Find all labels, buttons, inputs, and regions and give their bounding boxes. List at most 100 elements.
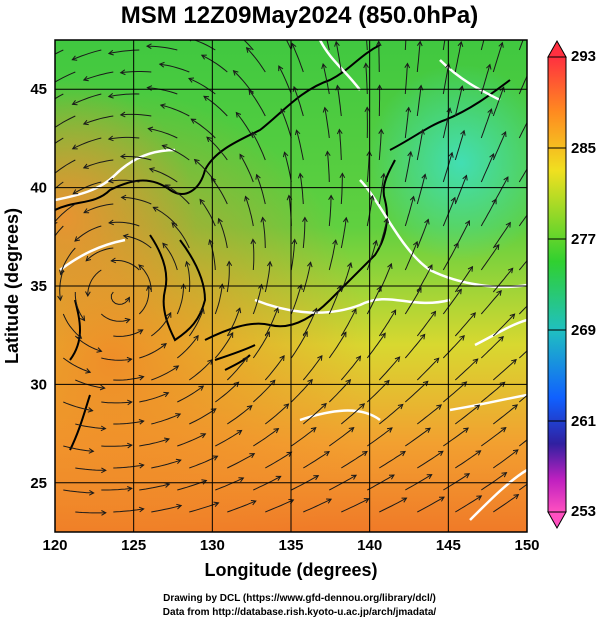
streamline bbox=[101, 487, 132, 491]
streamline bbox=[55, 159, 76, 174]
streamline bbox=[328, 332, 347, 359]
streamline bbox=[262, 217, 266, 249]
streamline bbox=[379, 497, 407, 513]
streamline-arrow bbox=[405, 106, 412, 113]
y-axis-title: Latitude (degrees) bbox=[2, 208, 22, 364]
streamline-arrow bbox=[512, 449, 519, 455]
streamline bbox=[100, 313, 130, 322]
streamline bbox=[253, 428, 279, 447]
credit-drawing: Drawing by DCL (https://www.gfd-dennou.o… bbox=[163, 593, 436, 604]
streamline bbox=[454, 41, 462, 73]
streamline bbox=[291, 427, 317, 447]
colorbar: 293 285 277 269 261 253 bbox=[547, 39, 596, 530]
x-tick-label: 135 bbox=[278, 537, 303, 554]
streamlines bbox=[48, 29, 544, 516]
streamline-arrow bbox=[388, 474, 395, 480]
streamline bbox=[302, 355, 323, 381]
plot-frame bbox=[54, 39, 528, 533]
streamline bbox=[110, 291, 130, 305]
streamline bbox=[442, 242, 459, 271]
y-tick-label: 25 bbox=[30, 475, 47, 492]
streamline-arrow bbox=[127, 442, 133, 449]
streamline-arrow bbox=[171, 222, 177, 228]
streamline bbox=[83, 159, 114, 169]
streamline bbox=[328, 379, 351, 403]
streamline bbox=[63, 401, 93, 412]
streamline bbox=[227, 405, 253, 425]
streamline bbox=[492, 313, 515, 337]
streamline bbox=[480, 381, 506, 403]
gridlines bbox=[55, 40, 527, 532]
streamline-arrow bbox=[369, 194, 375, 201]
streamline-arrow bbox=[470, 312, 476, 318]
streamline-arrow bbox=[258, 283, 264, 290]
streamline-arrow bbox=[198, 385, 205, 391]
colorbar-label: 269 bbox=[571, 322, 596, 339]
streamline-arrow bbox=[409, 195, 416, 202]
x-tick-label: 150 bbox=[514, 537, 539, 554]
streamline-arrow bbox=[362, 450, 368, 457]
streamline bbox=[293, 86, 304, 117]
streamline bbox=[324, 107, 330, 139]
streamline bbox=[405, 427, 431, 447]
streamline-arrow bbox=[540, 44, 544, 49]
streamline-arrow bbox=[322, 106, 329, 113]
x-tick-label: 120 bbox=[42, 537, 67, 554]
streamline-arrow bbox=[328, 194, 334, 201]
streamline-arrow bbox=[351, 474, 358, 480]
streamline bbox=[193, 40, 216, 51]
streamline-arrow bbox=[200, 433, 207, 439]
streamline bbox=[63, 445, 94, 452]
streamline bbox=[296, 130, 304, 161]
streamline-arrow bbox=[534, 247, 539, 252]
streamline bbox=[518, 168, 527, 183]
streamline-arrow bbox=[199, 308, 205, 314]
streamline bbox=[416, 85, 422, 117]
streamline bbox=[139, 438, 170, 447]
streamline-arrow bbox=[251, 131, 257, 138]
streamline-arrow bbox=[512, 404, 519, 410]
streamline-arrow bbox=[273, 307, 279, 314]
streamline-arrow bbox=[218, 283, 225, 290]
streamline bbox=[454, 130, 465, 161]
streamline bbox=[121, 196, 152, 205]
streamline bbox=[201, 54, 228, 73]
streamline-arrow bbox=[275, 475, 282, 481]
streamline bbox=[226, 261, 230, 293]
streamline-arrow bbox=[48, 82, 53, 86]
streamline-arrow bbox=[355, 355, 362, 362]
streamline-arrow bbox=[416, 286, 422, 293]
streamline bbox=[252, 284, 263, 315]
streamline bbox=[108, 49, 140, 54]
colorbar-scale bbox=[547, 56, 567, 513]
streamline bbox=[378, 129, 382, 161]
streamline bbox=[153, 206, 178, 227]
streamline-arrow bbox=[427, 264, 433, 271]
streamline-arrow bbox=[76, 333, 83, 339]
streamline-arrow bbox=[507, 267, 514, 274]
streamline-arrow bbox=[74, 236, 81, 242]
streamline-arrow bbox=[161, 144, 168, 150]
streamline bbox=[215, 430, 242, 447]
streamline bbox=[518, 350, 527, 359]
streamline-arrow bbox=[231, 29, 236, 34]
streamline bbox=[442, 381, 467, 403]
streamline bbox=[340, 217, 347, 249]
streamline-arrow bbox=[79, 315, 86, 322]
streamline bbox=[139, 392, 169, 403]
streamline bbox=[416, 219, 429, 249]
streamline bbox=[151, 413, 181, 425]
streamline bbox=[72, 49, 102, 61]
streamline bbox=[101, 444, 132, 447]
streamline-arrow bbox=[190, 118, 197, 124]
streamline-arrow bbox=[380, 172, 387, 179]
streamline-arrow bbox=[250, 500, 257, 506]
colorbar-top-arrow bbox=[547, 39, 567, 58]
streamline-arrow bbox=[88, 489, 95, 496]
streamline bbox=[215, 477, 244, 491]
streamline bbox=[243, 40, 254, 51]
streamline bbox=[151, 459, 181, 469]
streamline-arrow bbox=[351, 308, 357, 315]
streamline-arrow bbox=[138, 419, 145, 425]
streamline bbox=[75, 379, 105, 389]
